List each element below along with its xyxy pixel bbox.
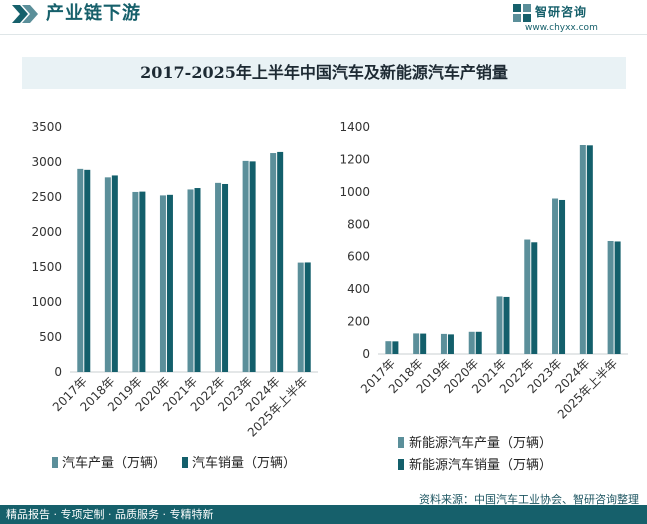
bar: [614, 241, 621, 354]
bar: [84, 169, 91, 372]
bar: [194, 188, 201, 372]
legend-swatch: [52, 457, 58, 468]
y-tick-label: 500: [39, 330, 62, 344]
y-tick-label: 3000: [31, 155, 62, 169]
bar: [242, 160, 249, 372]
bar: [503, 296, 510, 354]
y-tick-label: 400: [347, 282, 370, 296]
bar: [304, 262, 311, 372]
bar: [104, 177, 111, 372]
y-tick-label: 200: [347, 315, 370, 329]
bar: [413, 333, 420, 354]
bar: [187, 189, 194, 372]
bar: [297, 262, 304, 372]
brand-name: 智研咨询: [535, 5, 588, 19]
brand-logo: 智研咨询 www.chyxx.com: [513, 2, 633, 38]
bar: [579, 144, 586, 354]
header: 产业链下游 智研咨询 www.chyxx.com: [0, 0, 647, 34]
bar: [159, 195, 166, 372]
bar: [77, 168, 84, 372]
bar: [524, 239, 531, 354]
double-chevron-icon: [12, 5, 38, 23]
brand-mark-icon: [513, 4, 531, 22]
legend-swatch: [398, 437, 404, 448]
bar: [420, 333, 427, 354]
footer-bar: 精品报告 · 专项定制 · 品质服务 · 专精特新: [0, 505, 647, 524]
bar: [468, 331, 475, 354]
legend-label: 新能源汽车销量（万辆）: [409, 457, 552, 473]
footer-slogan: 精品报告 · 专项定制 · 品质服务 · 专精特新: [6, 508, 214, 521]
bar: [222, 183, 229, 372]
page-title: 产业链下游: [46, 3, 141, 24]
y-tick-label: 0: [54, 365, 62, 379]
bar: [531, 242, 538, 354]
bar: [385, 341, 392, 354]
bar: [447, 334, 454, 354]
y-tick-label: 1500: [31, 260, 62, 274]
chart-title: 2017-2025年上半年中国汽车及新能源汽车产销量: [22, 57, 626, 89]
bar: [607, 240, 614, 354]
y-tick-label: 800: [347, 217, 370, 231]
header-divider: [0, 34, 647, 35]
bar: [475, 331, 482, 354]
legend-swatch: [182, 457, 188, 468]
bar: [559, 199, 566, 354]
bar: [215, 182, 222, 372]
bar: [277, 151, 284, 372]
y-tick-label: 0: [362, 347, 370, 361]
bar: [586, 145, 593, 354]
bar: [166, 194, 173, 372]
y-tick-label: 1000: [339, 185, 370, 199]
y-tick-label: 1200: [339, 152, 370, 166]
legend-label: 新能源汽车产量（万辆）: [409, 435, 552, 451]
y-tick-label: 2500: [31, 190, 62, 204]
bar: [552, 198, 559, 354]
source-note: 资料来源：中国汽车工业协会、智研咨询整理: [419, 493, 639, 506]
legend-label: 汽车销量（万辆）: [192, 455, 296, 471]
bar: [111, 175, 118, 372]
legend-swatch: [398, 459, 404, 470]
brand-url: www.chyxx.com: [525, 23, 598, 33]
bar: [249, 161, 256, 372]
y-tick-label: 600: [347, 250, 370, 264]
y-tick-label: 2000: [31, 225, 62, 239]
y-tick-label: 3500: [31, 120, 62, 134]
bar: [139, 191, 146, 372]
bar: [392, 341, 399, 354]
y-tick-label: 1400: [339, 120, 370, 134]
bar: [270, 153, 277, 372]
bar: [440, 333, 447, 354]
bar: [132, 191, 139, 372]
bar: [496, 296, 503, 354]
legend-label: 汽车产量（万辆）: [62, 455, 166, 471]
y-tick-label: 1000: [31, 295, 62, 309]
